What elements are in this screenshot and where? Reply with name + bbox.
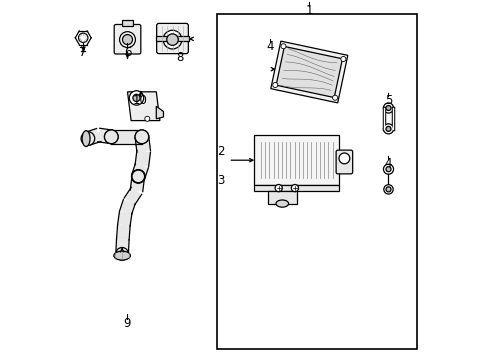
Text: 4: 4 (265, 40, 273, 53)
Circle shape (275, 184, 282, 192)
Circle shape (133, 94, 140, 102)
Circle shape (338, 153, 349, 164)
Circle shape (129, 91, 143, 105)
Bar (156, 36, 188, 41)
Circle shape (163, 30, 182, 49)
Circle shape (79, 33, 88, 42)
Circle shape (116, 248, 128, 260)
Polygon shape (111, 130, 134, 144)
Polygon shape (254, 135, 338, 185)
Text: 2: 2 (217, 145, 224, 158)
Polygon shape (85, 129, 101, 145)
Circle shape (131, 170, 145, 183)
Circle shape (122, 35, 132, 45)
Polygon shape (120, 199, 135, 215)
Circle shape (340, 57, 345, 62)
Circle shape (120, 32, 135, 48)
Polygon shape (118, 212, 132, 226)
Bar (254, 184, 338, 191)
Text: 6: 6 (123, 46, 131, 59)
Text: 3: 3 (217, 174, 224, 186)
Circle shape (281, 44, 285, 49)
Polygon shape (98, 128, 112, 144)
Circle shape (291, 184, 298, 192)
Text: 9: 9 (123, 317, 131, 330)
Text: 1: 1 (305, 4, 312, 17)
Text: 7: 7 (80, 46, 87, 59)
Circle shape (272, 82, 277, 87)
Polygon shape (116, 239, 129, 254)
Polygon shape (130, 176, 144, 192)
FancyBboxPatch shape (335, 150, 352, 174)
Bar (122, 20, 133, 26)
Polygon shape (276, 46, 342, 98)
Circle shape (104, 130, 118, 144)
Polygon shape (135, 136, 150, 152)
Circle shape (166, 34, 178, 45)
Ellipse shape (114, 251, 130, 260)
Polygon shape (132, 163, 148, 179)
Circle shape (144, 116, 149, 121)
Circle shape (135, 130, 148, 144)
Polygon shape (270, 41, 347, 103)
Text: 10: 10 (132, 94, 147, 107)
Bar (217, 14, 416, 349)
FancyBboxPatch shape (156, 23, 188, 54)
Circle shape (383, 185, 392, 194)
Circle shape (104, 130, 118, 144)
Circle shape (132, 170, 144, 183)
Circle shape (385, 105, 390, 111)
Bar (267, 191, 296, 204)
Circle shape (383, 103, 393, 113)
Ellipse shape (82, 131, 90, 147)
Polygon shape (124, 187, 142, 205)
Circle shape (81, 132, 95, 145)
Circle shape (385, 187, 390, 192)
Circle shape (383, 124, 393, 134)
Polygon shape (127, 92, 160, 121)
Ellipse shape (275, 200, 288, 207)
Text: 5: 5 (384, 94, 391, 107)
Circle shape (385, 167, 390, 172)
Polygon shape (135, 150, 150, 166)
Polygon shape (116, 225, 130, 240)
Text: 8: 8 (176, 51, 183, 64)
Circle shape (135, 130, 148, 144)
Circle shape (385, 126, 390, 131)
Polygon shape (156, 106, 163, 119)
Polygon shape (134, 130, 142, 144)
Circle shape (332, 95, 337, 100)
Text: 4: 4 (384, 157, 391, 170)
FancyBboxPatch shape (114, 24, 141, 54)
Circle shape (383, 164, 393, 174)
